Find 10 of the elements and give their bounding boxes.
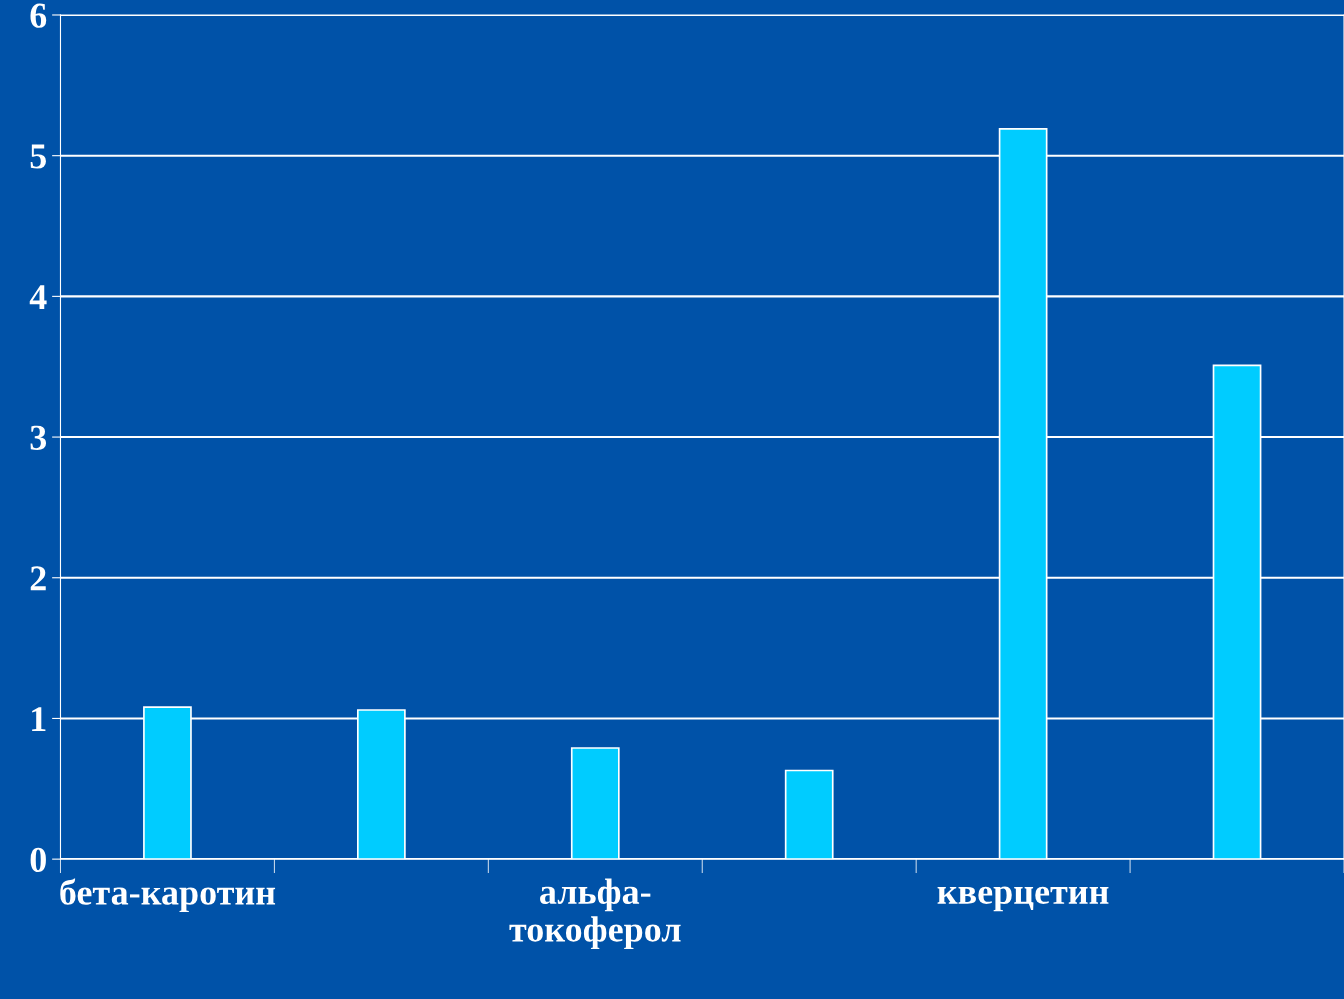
x-tick-label: альфа- токоферол bbox=[509, 878, 681, 950]
y-tick-label: 3 bbox=[30, 425, 47, 450]
x-tick-label: кверцетин bbox=[937, 886, 1109, 912]
y-tick-label: 2 bbox=[30, 566, 46, 591]
y-tick-label: 6 bbox=[30, 3, 47, 28]
y-tick-label: 0 bbox=[30, 847, 46, 873]
y-tick-label: 1 bbox=[32, 707, 46, 731]
x-tick-label: бета-каротин bbox=[60, 878, 276, 913]
y-tick-label: 4 bbox=[29, 285, 47, 309]
y-tick-label: 5 bbox=[30, 144, 46, 169]
